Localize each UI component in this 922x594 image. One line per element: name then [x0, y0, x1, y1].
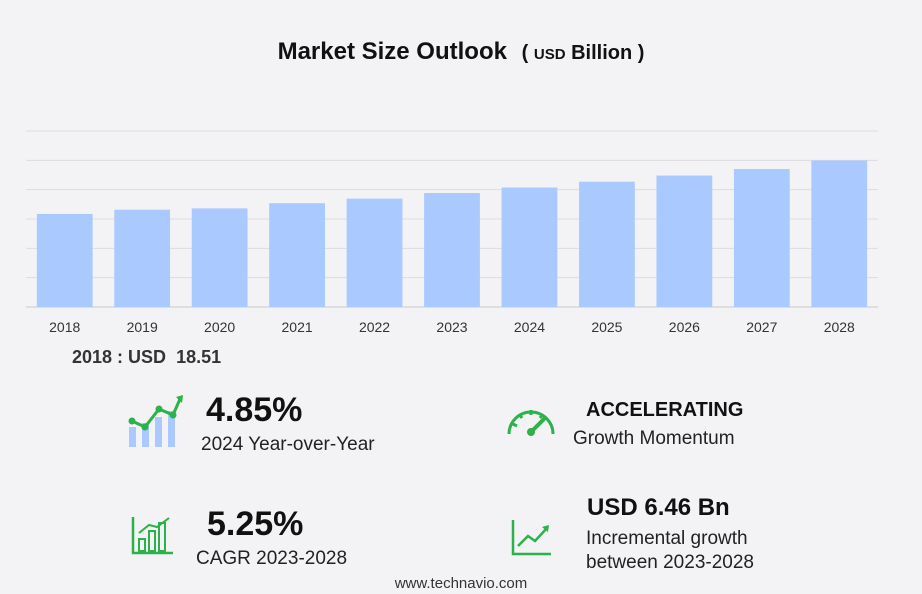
momentum-label: Growth Momentum — [573, 428, 735, 449]
bar-chart-icon — [131, 517, 173, 555]
x-tick-label-2028: 2028 — [824, 319, 855, 335]
rising-bars-icon — [128, 395, 183, 447]
cagr-label: CAGR 2023-2028 — [196, 548, 348, 569]
bar-2021 — [269, 203, 325, 307]
x-tick-label-2026: 2026 — [669, 319, 700, 335]
bar-2020 — [191, 208, 248, 307]
bar-2025 — [579, 181, 635, 307]
bar-2023 — [424, 193, 480, 307]
incremental-label-line1: Incremental growth — [586, 528, 748, 549]
base-number: 18.51 — [176, 347, 222, 367]
x-tick-label-2021: 2021 — [282, 319, 313, 335]
bar-chart: 2018 2019 2020 2021 2022 2023 2024 2025 2026 2027… — [26, 130, 878, 335]
incremental-value: USD 6.46 Bn — [587, 494, 730, 521]
bar-2026 — [656, 175, 713, 307]
yoy-value: 4.85% — [206, 391, 303, 429]
speedometer-icon — [507, 410, 555, 436]
momentum-value: ACCELERATING — [586, 399, 744, 421]
unit-word: Billion — [571, 42, 633, 64]
yoy-label: 2024 Year-over-Year — [201, 434, 375, 455]
bar-2027 — [733, 169, 790, 307]
x-tick-label-2024: 2024 — [514, 319, 545, 335]
unit-prefix: USD — [533, 46, 566, 63]
bar-2024 — [501, 187, 558, 307]
cagr-value: 5.25% — [207, 505, 304, 543]
chart-title: Market Size Outlook ( USD Billion ) — [0, 38, 922, 66]
bar-2019 — [114, 209, 171, 307]
bar-2018 — [36, 213, 93, 307]
x-tick-label-2020: 2020 — [204, 319, 235, 335]
base-year-value: 2018 : USD 18.51 — [72, 347, 221, 368]
base-label: 2018 : USD — [72, 347, 167, 367]
unit-label: ( USD Billion ) — [521, 42, 645, 64]
title-text: Market Size Outlook — [277, 38, 507, 65]
x-tick-label-2018: 2018 — [49, 319, 80, 335]
x-tick-label-2023: 2023 — [436, 319, 467, 335]
bar-2028 — [811, 160, 868, 307]
x-tick-label-2019: 2019 — [127, 319, 158, 335]
x-tick-label-2027: 2027 — [746, 319, 777, 335]
source-url: www.technavio.com — [394, 575, 528, 592]
x-tick-label-2025: 2025 — [591, 319, 622, 335]
x-tick-label-2022: 2022 — [359, 319, 390, 335]
bar-2022 — [346, 198, 403, 307]
incremental-label-line2: between 2023-2028 — [586, 552, 754, 573]
trend-line-icon — [511, 520, 551, 556]
